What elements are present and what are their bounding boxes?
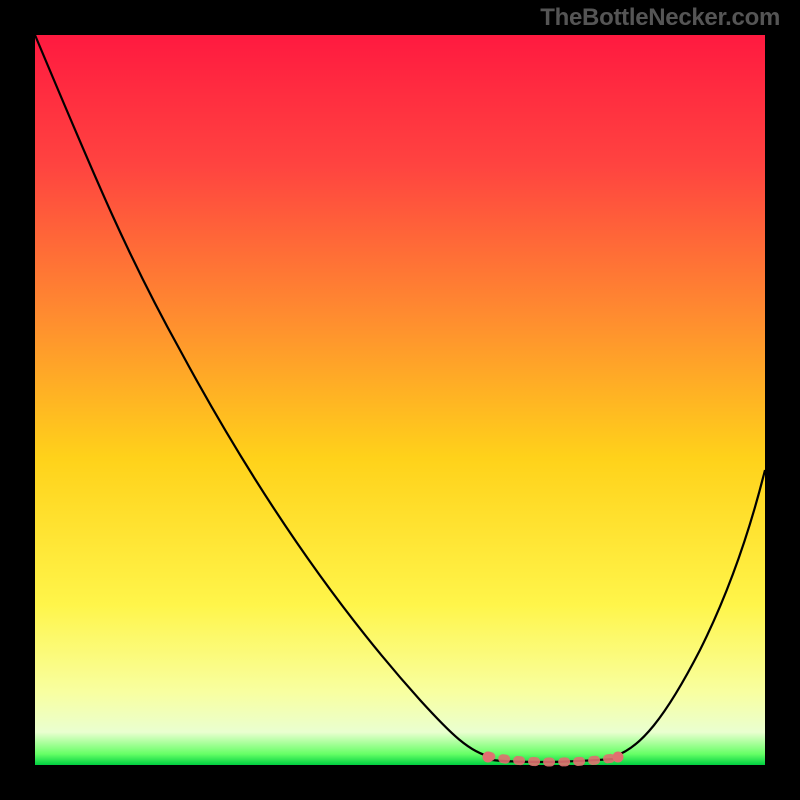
valley-endpoint-dot [613, 752, 624, 763]
valley-endpoint-dot [483, 752, 494, 763]
plot-background [35, 35, 765, 765]
chart-canvas: TheBottleNecker.com [0, 0, 800, 800]
bottleneck-chart [0, 0, 800, 800]
